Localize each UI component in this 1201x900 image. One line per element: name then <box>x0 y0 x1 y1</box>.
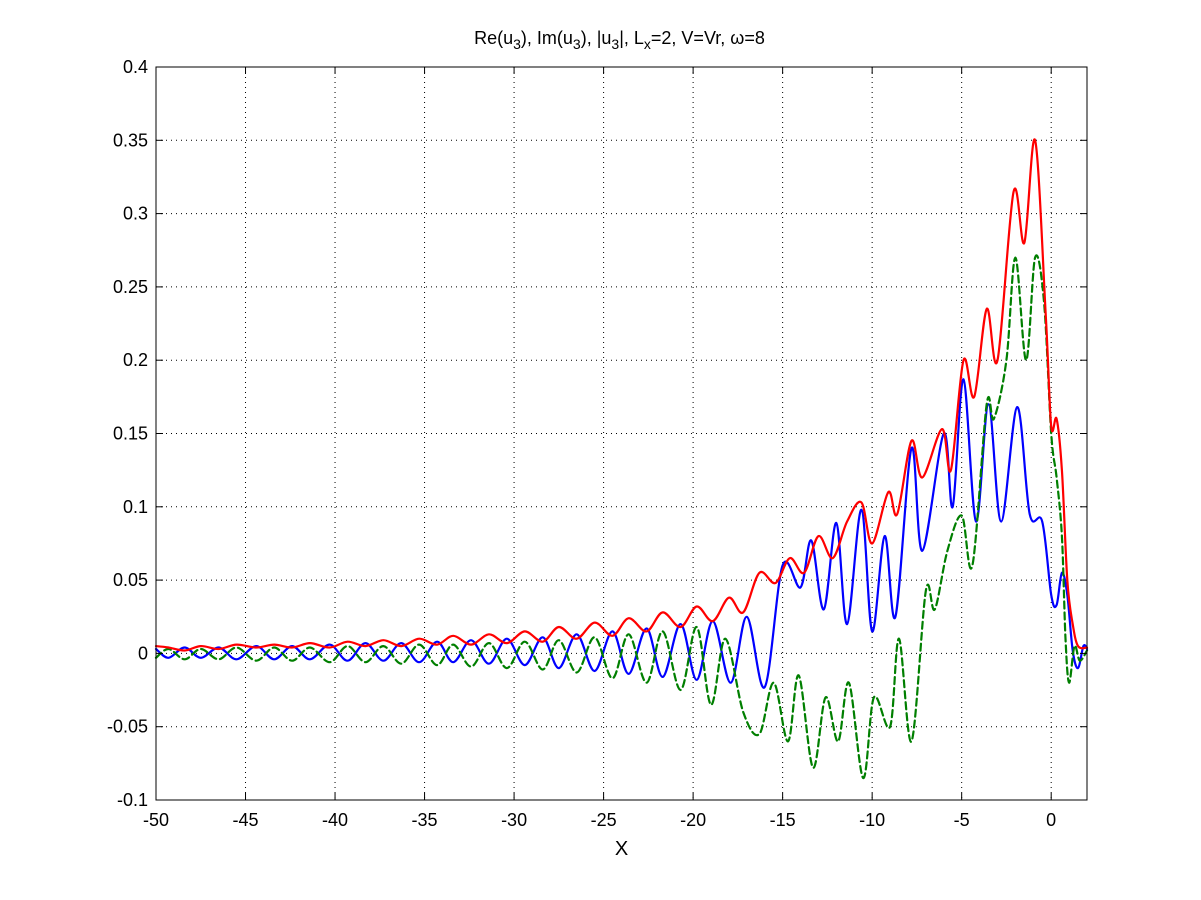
y-tick-label: 0.2 <box>123 350 148 370</box>
x-tick-label: -15 <box>770 810 796 830</box>
x-tick-label: -30 <box>501 810 527 830</box>
y-tick-label: 0.4 <box>123 57 148 77</box>
x-tick-label: -25 <box>591 810 617 830</box>
x-tick-label: -20 <box>680 810 706 830</box>
x-tick-label: 0 <box>1046 810 1056 830</box>
series-line-blue <box>154 378 1089 689</box>
y-tick-label: 0.3 <box>123 204 148 224</box>
chart-title: Re(u3), Im(u3), |u3|, Lx=2, V=Vr, ω=8 <box>474 28 765 52</box>
y-tick-label: -0.05 <box>107 717 148 737</box>
x-tick-label: -35 <box>412 810 438 830</box>
y-tick-label: 0 <box>138 643 148 663</box>
y-tick-label: 0.35 <box>113 130 148 150</box>
y-tick-label: 0.15 <box>113 424 148 444</box>
series-line-red <box>154 138 1089 652</box>
y-tick-label: 0.25 <box>113 277 148 297</box>
x-tick-label: -40 <box>322 810 348 830</box>
x-tick-labels: -50 -45 -40 -35 -30 -25 -20 -15 -10 -5 0 <box>143 810 1056 830</box>
x-tick-label: -10 <box>859 810 885 830</box>
series-line-green-dashed <box>154 254 1089 780</box>
x-tick-label: -45 <box>233 810 259 830</box>
x-tick-label: -50 <box>143 810 169 830</box>
y-tick-labels: -0.1 -0.05 0 0.05 0.1 0.15 0.2 0.25 0.3 0.35 0.4 <box>107 57 148 810</box>
y-tick-label: 0.05 <box>113 570 148 590</box>
y-tick-label: 0.1 <box>123 497 148 517</box>
plot-lines <box>154 138 1089 780</box>
axis-ticks <box>155 66 1087 801</box>
y-tick-label: -0.1 <box>117 790 148 810</box>
x-tick-label: -5 <box>954 810 970 830</box>
x-axis-label: X <box>615 838 628 860</box>
grid <box>156 67 1087 800</box>
